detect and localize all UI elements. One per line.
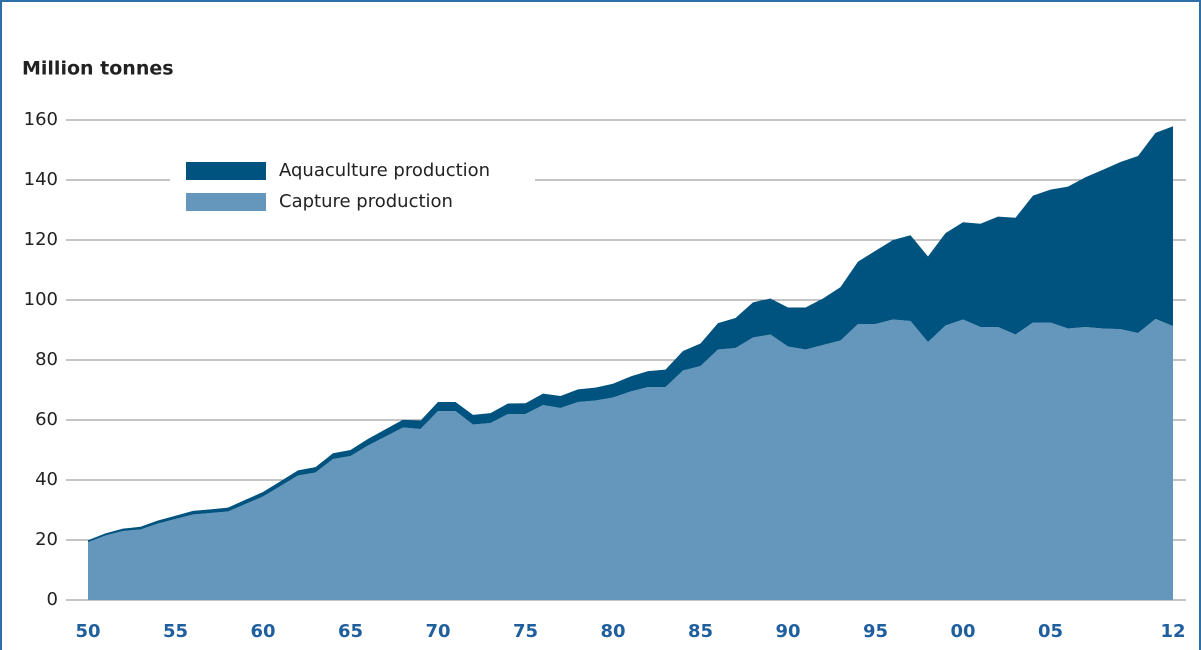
legend-swatch <box>186 193 266 211</box>
area <box>88 318 1173 600</box>
x-tick-label: 12 <box>1160 621 1185 642</box>
legend-label: Aquaculture production <box>279 160 490 181</box>
y-tick-label: 0 <box>47 589 58 610</box>
y-tick-label: 20 <box>35 529 58 550</box>
x-tick-label: 05 <box>1038 621 1063 642</box>
x-tick-label: 95 <box>863 621 888 642</box>
x-tick-label: 90 <box>775 621 800 642</box>
y-axis-label: Million tonnes <box>22 58 174 80</box>
x-tick-label: 55 <box>163 621 188 642</box>
x-tick-label: 50 <box>75 621 100 642</box>
y-tick-label: 80 <box>35 349 58 370</box>
y-tick-label: 60 <box>35 409 58 430</box>
y-tick-label: 100 <box>24 289 58 310</box>
x-tick-label: 85 <box>688 621 713 642</box>
x-tick-label: 70 <box>425 621 450 642</box>
y-tick-label: 120 <box>24 229 58 250</box>
y-tick-label: 160 <box>24 109 58 130</box>
x-tick-label: 65 <box>338 621 363 642</box>
y-tick-label: 140 <box>24 169 58 190</box>
x-tick-label: 00 <box>950 621 975 642</box>
x-tick-label: 75 <box>513 621 538 642</box>
legend-swatch <box>186 162 266 180</box>
x-tick-label: 80 <box>600 621 625 642</box>
x-tick-label: 60 <box>250 621 275 642</box>
y-tick-label: 40 <box>35 469 58 490</box>
legend-label: Capture production <box>279 191 453 212</box>
